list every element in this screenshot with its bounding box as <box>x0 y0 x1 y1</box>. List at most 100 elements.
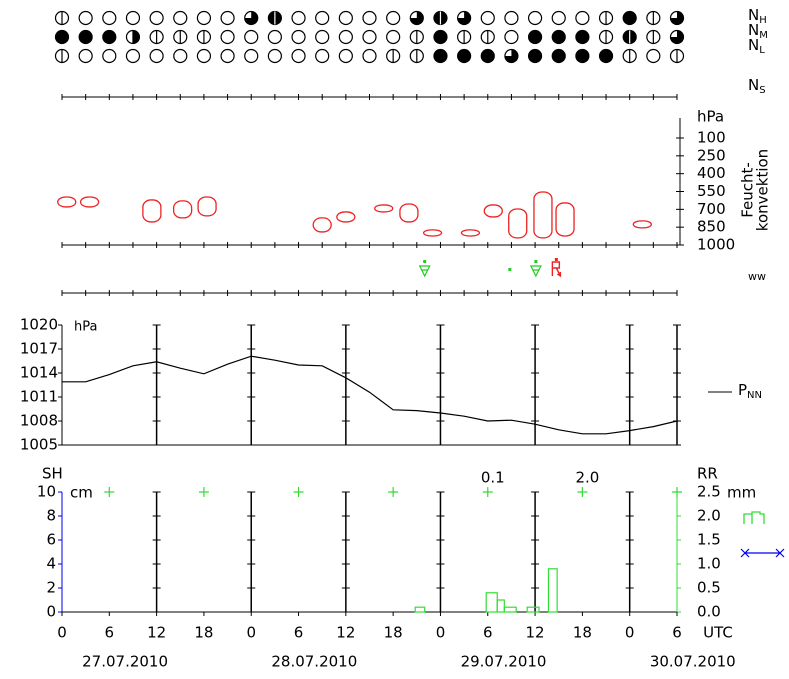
cloud-circle <box>338 48 353 64</box>
y-tick-label: 1020 <box>20 316 58 334</box>
thunder-dot <box>554 258 558 261</box>
cloud-circle <box>338 29 353 45</box>
cloud-fill <box>599 49 613 63</box>
convection-cloud <box>374 204 394 213</box>
x-tick-label: 18 <box>194 624 213 642</box>
panel-title: konvektion <box>754 149 772 231</box>
cloud-symbol <box>125 48 141 64</box>
cloud-symbol <box>244 10 259 26</box>
cloud-fill <box>670 11 684 25</box>
rr-bar <box>414 606 426 613</box>
rr-bar <box>503 606 517 613</box>
shower-dot <box>534 260 538 263</box>
cloud-symbol <box>575 48 590 64</box>
label-sub: L <box>759 45 765 56</box>
cloud-fill <box>457 11 471 25</box>
convection-cloud <box>533 191 553 239</box>
cloud-circle <box>220 10 235 26</box>
cloud-symbol <box>244 29 259 45</box>
cloud-circle <box>125 48 141 64</box>
cloud-symbol <box>433 48 448 64</box>
convection-cloud <box>399 203 419 223</box>
y-tick-label: 4 <box>46 555 56 573</box>
cloud-symbol <box>291 29 306 45</box>
cloud-symbol <box>173 29 188 45</box>
sum-label: 2.0 <box>575 469 599 487</box>
sum-cross <box>198 487 209 497</box>
cloud-symbol <box>575 29 590 45</box>
convection-cloud <box>57 196 77 208</box>
cloud-symbol <box>54 48 70 64</box>
y-tick-label: 700 <box>697 200 726 218</box>
label-main: N <box>748 21 759 39</box>
y-tick-label: 1014 <box>20 364 58 382</box>
cloud-symbol <box>504 29 519 45</box>
rr-bar <box>485 592 498 613</box>
label-sub: M <box>759 30 768 41</box>
axis-label: NH <box>748 6 767 27</box>
cloud-symbol <box>196 10 212 26</box>
weather-symbol <box>551 258 562 278</box>
cloud-circle <box>504 29 519 45</box>
cloud-symbol <box>598 29 614 45</box>
cloud-circle <box>362 10 377 26</box>
y-tick-label: 10 <box>37 483 56 501</box>
x-tick-label: 6 <box>483 624 493 642</box>
cloud-circle <box>125 10 141 26</box>
cloud-fill <box>102 30 116 44</box>
rain-dot <box>508 268 512 271</box>
cloud-symbol <box>315 29 330 45</box>
thunder <box>551 261 562 278</box>
cloud-circle <box>196 10 212 26</box>
cloud-symbol <box>433 10 448 26</box>
convection-cloud <box>336 211 356 223</box>
cloud-fill <box>457 49 471 63</box>
convection-cloud <box>555 202 575 237</box>
y2-tick-label: 1.5 <box>697 531 721 549</box>
y-tick-label: 2 <box>46 579 56 597</box>
cloud-symbol <box>457 48 472 64</box>
cloud-circle <box>244 48 259 64</box>
rr-bar <box>496 599 505 613</box>
cloud-circle <box>267 48 282 64</box>
y-tick-label: 8 <box>46 507 56 525</box>
cloud-symbol <box>551 10 566 26</box>
weather-symbol <box>529 260 542 278</box>
convection-cloud <box>460 229 481 237</box>
cloud-symbol <box>220 29 235 45</box>
cloud-fill <box>552 30 566 44</box>
label-sub: S <box>759 85 765 96</box>
y-tick-label: 1017 <box>20 340 58 358</box>
cloud-circle <box>220 48 235 64</box>
sum-cross <box>482 487 493 497</box>
sh-legend <box>740 548 785 558</box>
cloud-fill <box>244 11 258 25</box>
cloud-fill <box>433 30 447 44</box>
convection-cloud <box>632 220 652 229</box>
y-tick-label: 1005 <box>20 436 58 454</box>
label-sub: H <box>759 15 767 26</box>
x-tick-label: 6 <box>294 624 304 642</box>
cloud-circle <box>575 10 590 26</box>
cloud-symbol <box>338 29 353 45</box>
cloud-fill <box>552 49 566 63</box>
cloud-symbol <box>457 29 472 45</box>
cloud-fill <box>528 49 542 63</box>
cloud-symbol <box>646 10 661 26</box>
cloud-fill <box>410 11 424 25</box>
cloud-circle <box>362 29 377 45</box>
cloud-symbol <box>457 10 472 26</box>
y2-tick-label: 1.0 <box>697 555 721 573</box>
cloud-fill <box>433 49 447 63</box>
cloud-circle <box>102 48 117 64</box>
convection-cloud <box>79 196 100 208</box>
cloud-symbol <box>504 10 519 26</box>
cloud-symbol <box>551 29 566 45</box>
cloud-symbol <box>149 29 164 45</box>
y2-tick-label: 0.0 <box>697 603 721 621</box>
date-label: 27.07.2010 <box>82 653 168 671</box>
sum-cross <box>388 487 399 497</box>
axis-unit: hPa <box>697 108 724 126</box>
cloud-symbol <box>220 48 235 64</box>
